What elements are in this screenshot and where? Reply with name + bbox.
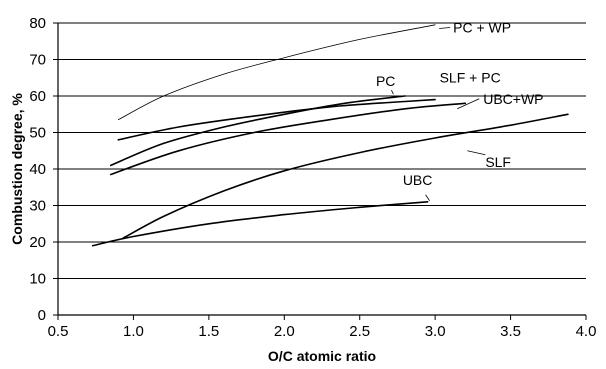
y-tick-label: 0 [38,307,46,324]
series-lines [91,24,569,247]
series-label-ubc-wp: UBC+WP [483,91,543,107]
leader-line-pc-wp [439,27,451,29]
x-tick-label: 3.5 [500,323,521,340]
x-axis-title: O/C atomic ratio [268,348,376,364]
y-tick-label: 50 [29,125,46,142]
leader-line-ubc-wp [457,98,480,110]
y-tick-label: 10 [29,271,46,288]
series-label-slf-pc: SLF + PC [440,70,501,86]
y-axis-title: Combustion degree, % [9,93,25,245]
series-line-slf-pc [117,98,436,141]
x-tick-labels: 0.5 1.0 1.5 2.0 2.5 3.0 3.5 4.0 [48,315,597,340]
x-tick-label: 0.5 [48,323,69,340]
y-tick-label: 80 [29,15,46,32]
x-tick-label: 1.5 [198,323,219,340]
leader-line-ubc [425,194,430,201]
y-tick-label: 30 [29,198,46,215]
gridlines [58,22,586,279]
x-tick-label: 2.5 [349,323,370,340]
leader-line-slf [467,150,486,156]
series-label-pc-wp: PC + WP [453,19,511,35]
y-tick-label: 20 [29,234,46,251]
x-tick-label: 1.0 [123,323,144,340]
series-label-ubc: UBC [403,172,433,188]
series-line-slf [122,113,569,240]
series-label-pc: PC [376,73,395,89]
x-tick-label: 4.0 [576,323,597,340]
series-label-slf: SLF [485,154,511,170]
y-tick-labels: 0 10 20 30 40 50 60 70 80 [29,15,58,324]
x-tick-label: 2.0 [274,323,295,340]
series-line-pc-wp [117,24,436,121]
y-tick-label: 40 [29,161,46,178]
leader-line-pc [391,89,394,95]
series-labels: PC + WP PC SLF + PC UBC+WP SLF UBC [376,19,544,201]
series-line-ubc [91,201,429,247]
series-line-ubc-wp [110,102,467,176]
y-tick-label: 70 [29,52,46,69]
y-tick-label: 60 [29,88,46,105]
x-tick-label: 3.0 [425,323,446,340]
series-line-pc [110,95,406,167]
